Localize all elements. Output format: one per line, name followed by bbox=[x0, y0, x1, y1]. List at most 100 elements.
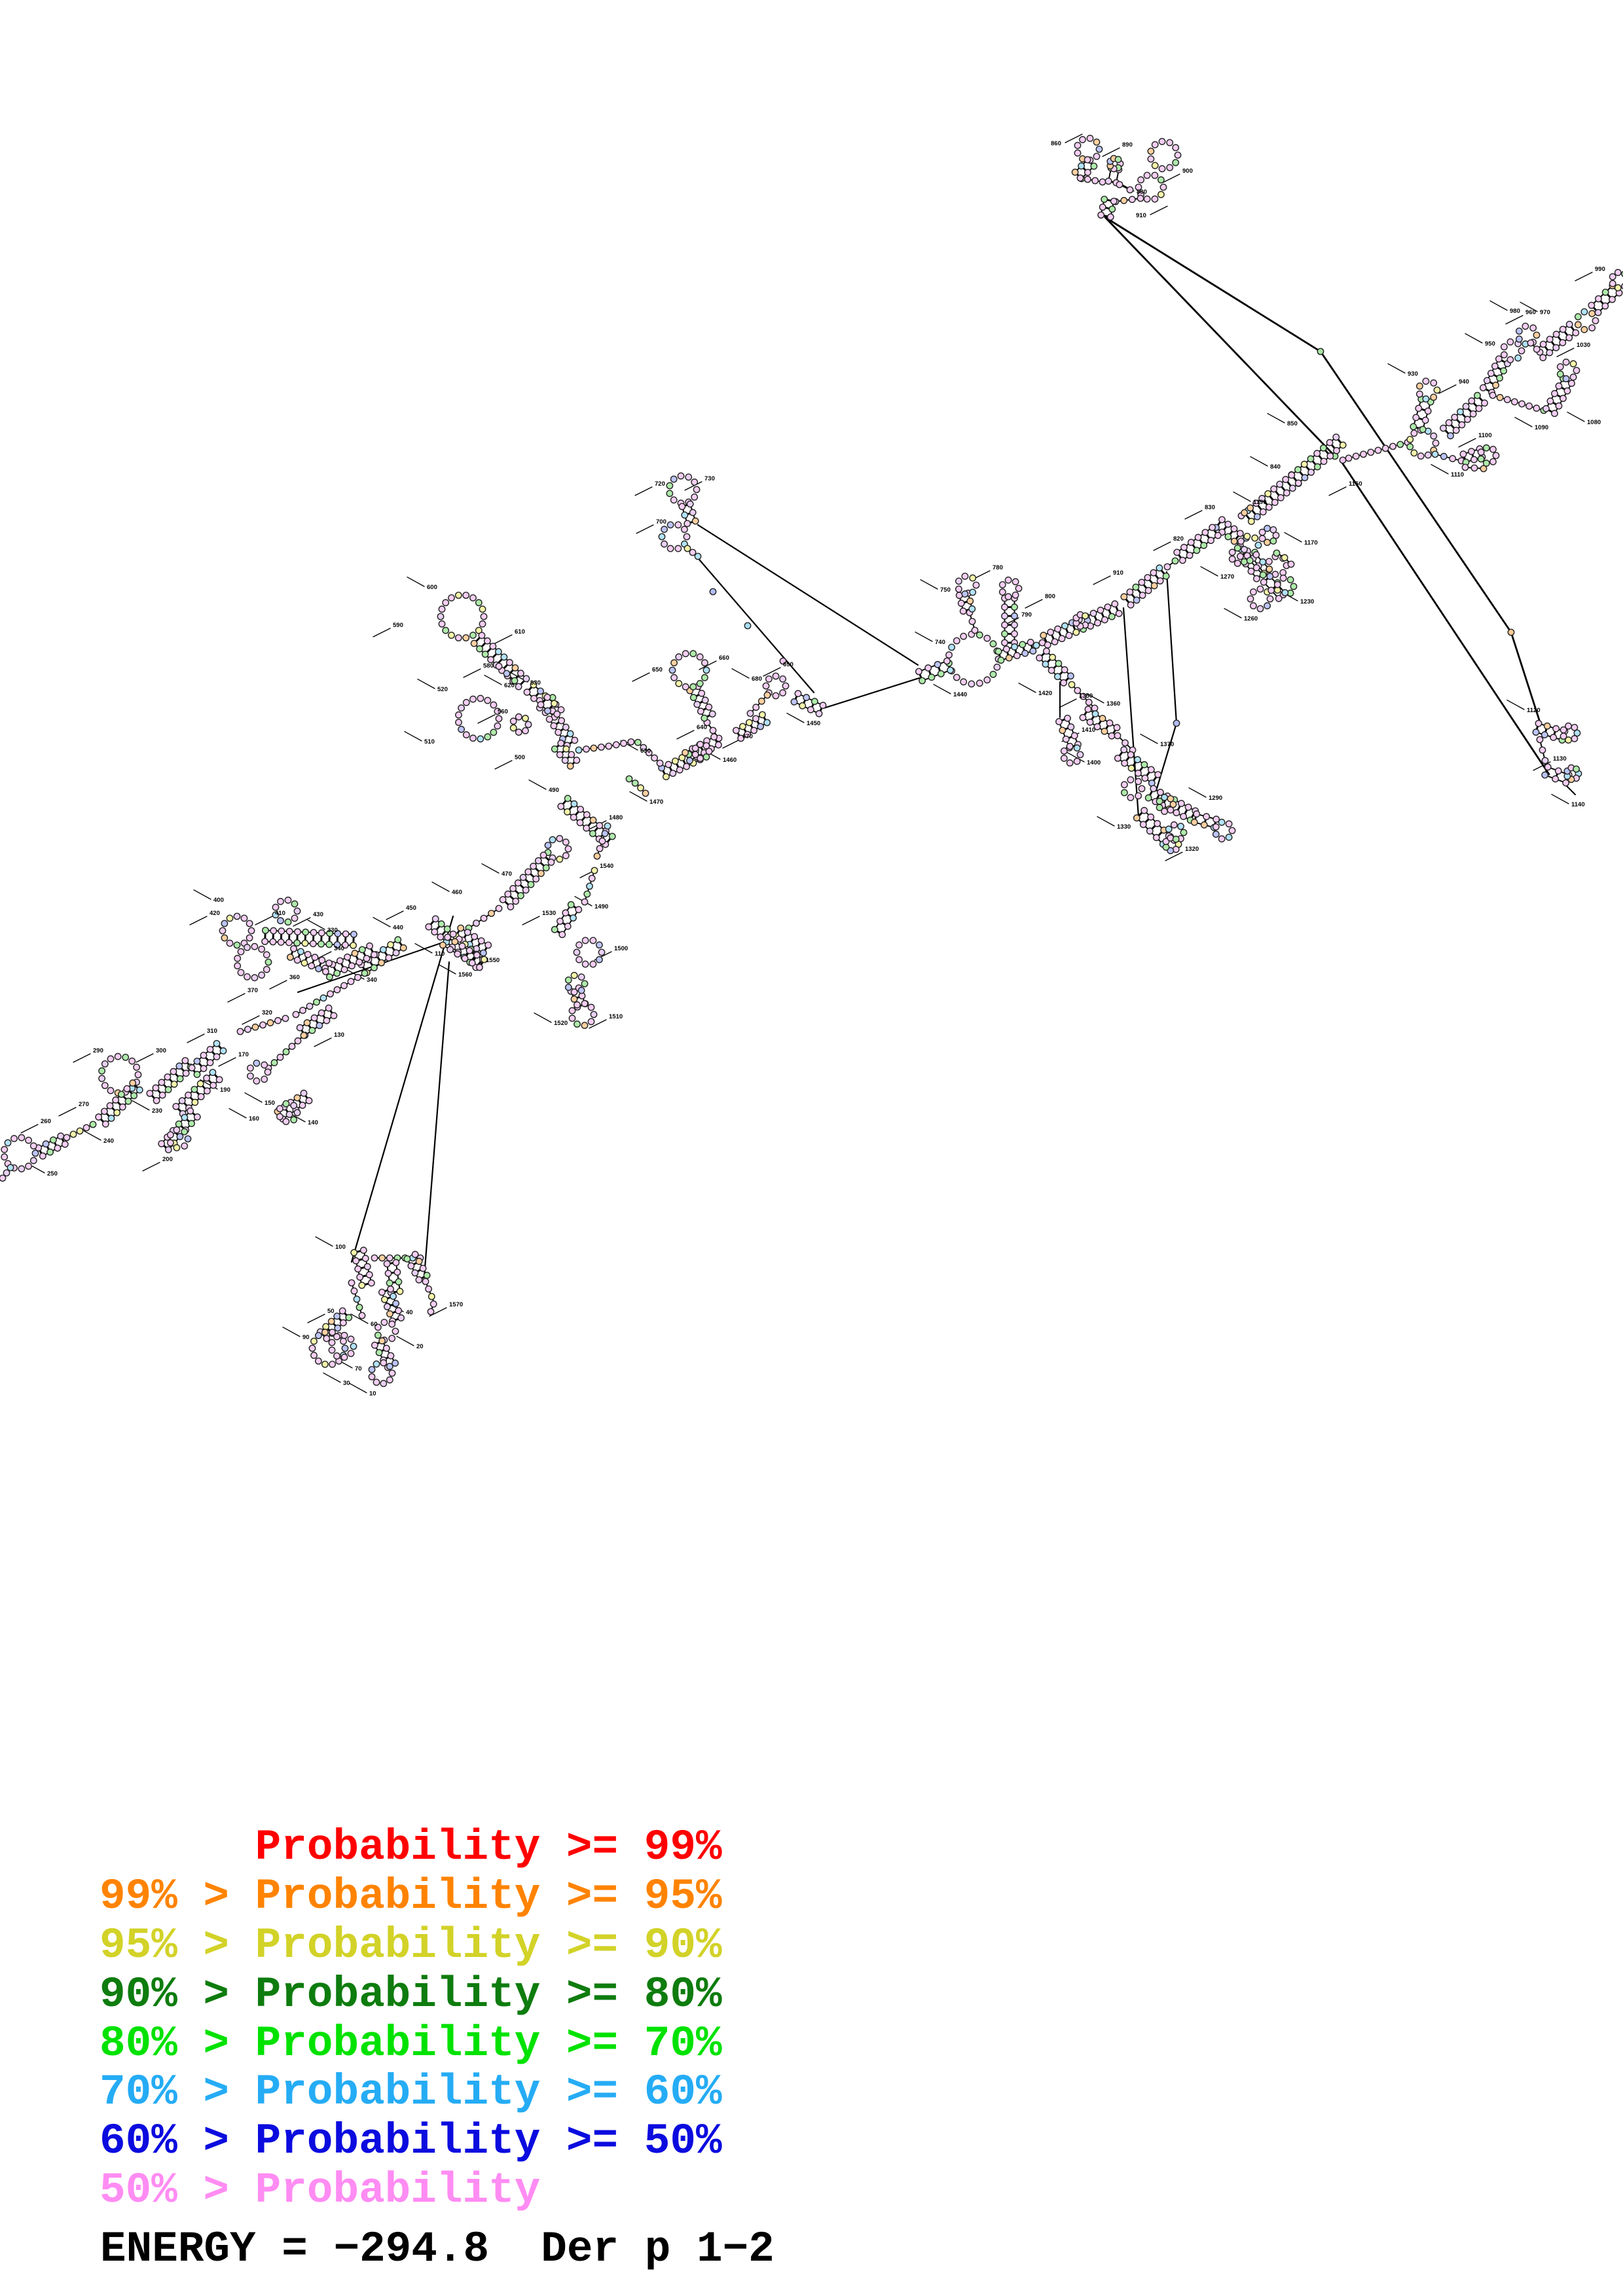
svg-text:1470: 1470 bbox=[649, 798, 663, 806]
svg-text:510: 510 bbox=[424, 738, 435, 745]
svg-text:1550: 1550 bbox=[486, 957, 500, 964]
svg-text:970: 970 bbox=[1540, 309, 1550, 316]
svg-text:820: 820 bbox=[1173, 535, 1184, 543]
svg-text:1460: 1460 bbox=[723, 757, 737, 764]
svg-text:320: 320 bbox=[262, 1009, 272, 1016]
svg-text:990: 990 bbox=[1595, 266, 1605, 273]
svg-text:370: 370 bbox=[247, 987, 258, 994]
svg-text:1130: 1130 bbox=[1553, 755, 1567, 762]
svg-text:330: 330 bbox=[327, 927, 338, 934]
svg-text:1350: 1350 bbox=[1079, 692, 1093, 700]
svg-text:1140: 1140 bbox=[1571, 801, 1585, 808]
svg-text:840: 840 bbox=[1270, 463, 1281, 471]
svg-text:930: 930 bbox=[1408, 370, 1418, 378]
svg-text:500: 500 bbox=[515, 754, 525, 761]
svg-text:910: 910 bbox=[1136, 212, 1146, 219]
svg-text:1270: 1270 bbox=[1220, 573, 1234, 581]
svg-text:1450: 1450 bbox=[807, 720, 820, 727]
svg-text:290: 290 bbox=[93, 1047, 103, 1054]
svg-text:960: 960 bbox=[1525, 309, 1536, 316]
svg-text:1320: 1320 bbox=[1185, 846, 1199, 853]
svg-text:250: 250 bbox=[47, 1170, 58, 1177]
svg-text:1530: 1530 bbox=[542, 910, 556, 917]
svg-text:830: 830 bbox=[1205, 504, 1215, 511]
svg-text:1370: 1370 bbox=[1160, 741, 1174, 748]
svg-text:900: 900 bbox=[1182, 168, 1193, 175]
svg-text:460: 460 bbox=[452, 889, 462, 896]
svg-text:720: 720 bbox=[655, 480, 665, 488]
svg-text:150: 150 bbox=[264, 1100, 275, 1107]
svg-text:950: 950 bbox=[1485, 340, 1495, 348]
svg-text:1260: 1260 bbox=[1244, 615, 1258, 622]
svg-text:10: 10 bbox=[369, 1390, 376, 1397]
svg-text:910: 910 bbox=[1113, 569, 1123, 577]
svg-text:750: 750 bbox=[940, 586, 951, 594]
svg-text:620: 620 bbox=[504, 682, 515, 689]
svg-text:1490: 1490 bbox=[594, 903, 608, 910]
svg-text:690: 690 bbox=[783, 661, 793, 668]
svg-text:600: 600 bbox=[427, 584, 437, 591]
svg-text:160: 160 bbox=[249, 1115, 259, 1122]
svg-text:100: 100 bbox=[335, 1244, 346, 1251]
svg-text:1500: 1500 bbox=[614, 945, 628, 952]
svg-text:1090: 1090 bbox=[1535, 424, 1548, 431]
svg-text:1190: 1190 bbox=[1253, 499, 1267, 506]
svg-text:340: 340 bbox=[367, 977, 377, 984]
svg-text:1080: 1080 bbox=[1587, 419, 1601, 426]
svg-text:1420: 1420 bbox=[1038, 690, 1052, 697]
svg-text:1540: 1540 bbox=[600, 863, 613, 870]
svg-text:420: 420 bbox=[210, 910, 220, 917]
svg-text:700: 700 bbox=[656, 518, 666, 526]
svg-text:610: 610 bbox=[515, 628, 525, 636]
svg-text:1290: 1290 bbox=[1209, 795, 1222, 802]
svg-text:130: 130 bbox=[334, 1031, 344, 1039]
svg-text:730: 730 bbox=[704, 475, 715, 482]
svg-text:260: 260 bbox=[41, 1118, 51, 1125]
svg-text:670: 670 bbox=[742, 733, 753, 740]
svg-text:1410: 1410 bbox=[1082, 726, 1095, 734]
svg-text:360: 360 bbox=[289, 974, 300, 981]
svg-text:660: 660 bbox=[719, 655, 729, 662]
svg-text:110: 110 bbox=[435, 950, 445, 958]
svg-text:560: 560 bbox=[498, 708, 508, 715]
svg-text:1520: 1520 bbox=[554, 1020, 568, 1027]
svg-text:1330: 1330 bbox=[1117, 823, 1131, 831]
svg-text:170: 170 bbox=[238, 1051, 249, 1058]
svg-text:410: 410 bbox=[275, 910, 285, 917]
svg-text:590: 590 bbox=[393, 622, 403, 629]
svg-text:880: 880 bbox=[1137, 188, 1147, 196]
svg-text:1170: 1170 bbox=[1304, 539, 1318, 547]
svg-text:140: 140 bbox=[308, 1119, 318, 1126]
svg-text:200: 200 bbox=[162, 1156, 173, 1163]
svg-text:860: 860 bbox=[1051, 140, 1061, 147]
svg-text:790: 790 bbox=[1021, 611, 1032, 619]
svg-text:520: 520 bbox=[437, 686, 448, 693]
svg-text:1150: 1150 bbox=[1349, 480, 1362, 488]
svg-text:450: 450 bbox=[406, 905, 416, 912]
svg-text:530: 530 bbox=[530, 679, 541, 687]
svg-text:340: 340 bbox=[334, 945, 344, 952]
svg-text:30: 30 bbox=[343, 1380, 350, 1387]
svg-text:740: 740 bbox=[935, 639, 945, 646]
svg-text:850: 850 bbox=[1287, 420, 1298, 427]
svg-text:1100: 1100 bbox=[1478, 432, 1492, 439]
svg-text:190: 190 bbox=[220, 1086, 230, 1094]
svg-text:1230: 1230 bbox=[1300, 598, 1314, 605]
svg-text:1400: 1400 bbox=[1087, 759, 1101, 766]
svg-text:630: 630 bbox=[640, 747, 651, 755]
svg-text:980: 980 bbox=[1510, 308, 1520, 315]
svg-text:1480: 1480 bbox=[609, 814, 623, 821]
svg-text:890: 890 bbox=[1122, 141, 1133, 149]
svg-text:1510: 1510 bbox=[609, 1013, 623, 1020]
svg-text:680: 680 bbox=[752, 675, 762, 683]
svg-text:1120: 1120 bbox=[1527, 707, 1541, 714]
svg-text:1570: 1570 bbox=[449, 1301, 463, 1308]
svg-text:300: 300 bbox=[156, 1047, 166, 1054]
svg-text:1560: 1560 bbox=[458, 971, 472, 978]
svg-text:50: 50 bbox=[327, 1308, 335, 1315]
svg-text:70: 70 bbox=[355, 1365, 362, 1372]
svg-text:490: 490 bbox=[549, 787, 559, 794]
svg-text:800: 800 bbox=[1045, 593, 1055, 600]
svg-text:230: 230 bbox=[152, 1107, 162, 1115]
svg-text:60: 60 bbox=[371, 1321, 378, 1328]
